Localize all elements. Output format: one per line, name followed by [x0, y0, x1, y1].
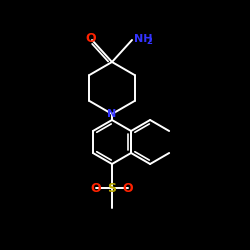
- Text: NH: NH: [134, 34, 152, 44]
- Text: O: O: [86, 32, 96, 44]
- Text: 2: 2: [146, 38, 152, 46]
- Text: S: S: [108, 182, 116, 194]
- Text: O: O: [123, 182, 133, 194]
- Text: O: O: [91, 182, 101, 194]
- Text: N: N: [108, 109, 116, 119]
